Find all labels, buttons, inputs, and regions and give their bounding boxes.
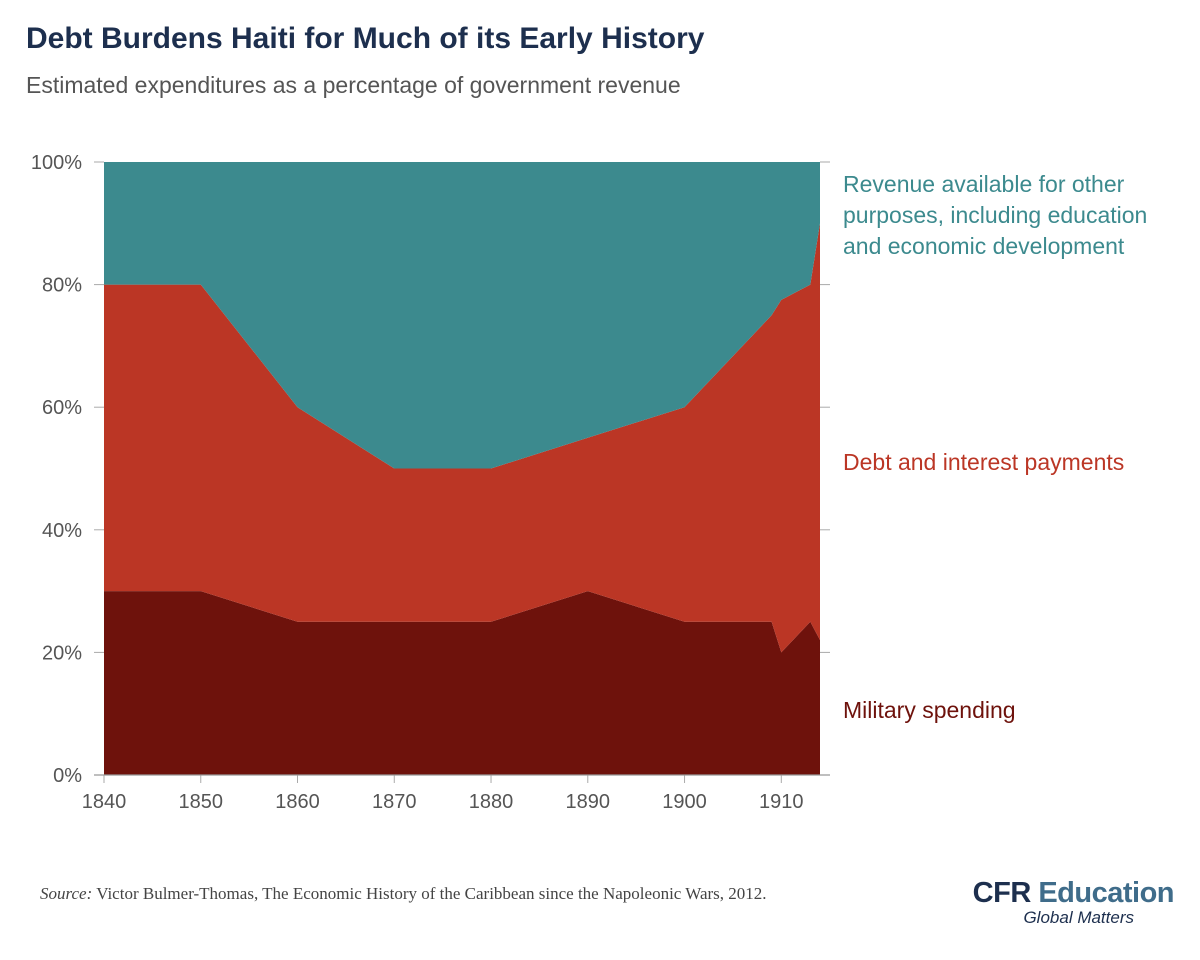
y-tick-label: 60% (42, 397, 82, 419)
x-tick-label: 1890 (566, 791, 611, 813)
x-tick-label: 1870 (372, 791, 417, 813)
x-tick-label: 1860 (275, 791, 320, 813)
chart-subtitle: Estimated expenditures as a percentage o… (26, 72, 681, 98)
y-tick-label: 0% (53, 765, 82, 787)
cfr-education-logo: CFR Education Global Matters (972, 877, 1175, 928)
legend-revenue: Revenue available for other purposes, inc… (843, 171, 1147, 259)
y-tick-label: 40% (42, 520, 82, 542)
x-tick-label: 1910 (759, 791, 804, 813)
x-tick-label: 1850 (179, 791, 224, 813)
area-series-0 (104, 591, 820, 775)
y-tick-label: 80% (42, 275, 82, 297)
legend-revenue-line: and economic development (843, 233, 1125, 259)
y-tick-label: 100% (31, 152, 82, 174)
axis-layer: 0% 20% 40% 60% 80% 100% 1840 1850 1860 1870 1880 18… (31, 152, 830, 813)
source-label: Source: (40, 884, 93, 903)
y-tick-label: 20% (42, 642, 82, 664)
legend-military: Military spending (843, 697, 1016, 723)
area-series-1 (104, 223, 820, 653)
legend-revenue-line: purposes, including education (843, 202, 1147, 228)
area-series-2 (104, 162, 820, 469)
chart-title: Debt Burdens Haiti for Much of its Early… (26, 22, 705, 55)
legend-revenue-line: Revenue available for other (843, 171, 1125, 197)
legend-layer: Revenue available for other purposes, inc… (843, 171, 1147, 723)
source-text: Victor Bulmer-Thomas, The Economic Histo… (96, 884, 767, 903)
logo-cfr-text: CFR (972, 877, 1032, 909)
logo-education-text: Education (1038, 877, 1174, 909)
area-layer (104, 162, 820, 775)
legend-military-line: Military spending (843, 697, 1016, 723)
legend-debt-line: Debt and interest payments (843, 449, 1124, 475)
x-tick-label: 1880 (469, 791, 514, 813)
legend-debt: Debt and interest payments (843, 449, 1124, 475)
logo-tagline: Global Matters (1023, 908, 1134, 927)
x-tick-label: 1900 (662, 791, 707, 813)
x-tick-label: 1840 (82, 791, 127, 813)
source-note: Source: Victor Bulmer-Thomas, The Econom… (40, 884, 767, 904)
